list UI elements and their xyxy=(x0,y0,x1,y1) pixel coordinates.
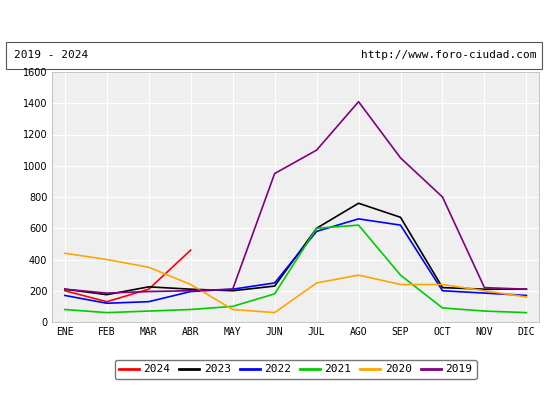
Text: Evolucion Nº Turistas Extranjeros en el municipio de Besalú: Evolucion Nº Turistas Extranjeros en el … xyxy=(28,14,522,28)
Legend: 2024, 2023, 2022, 2021, 2020, 2019: 2024, 2023, 2022, 2021, 2020, 2019 xyxy=(114,360,477,379)
Text: http://www.foro-ciudad.com: http://www.foro-ciudad.com xyxy=(361,50,536,60)
Text: 2019 - 2024: 2019 - 2024 xyxy=(14,50,88,60)
